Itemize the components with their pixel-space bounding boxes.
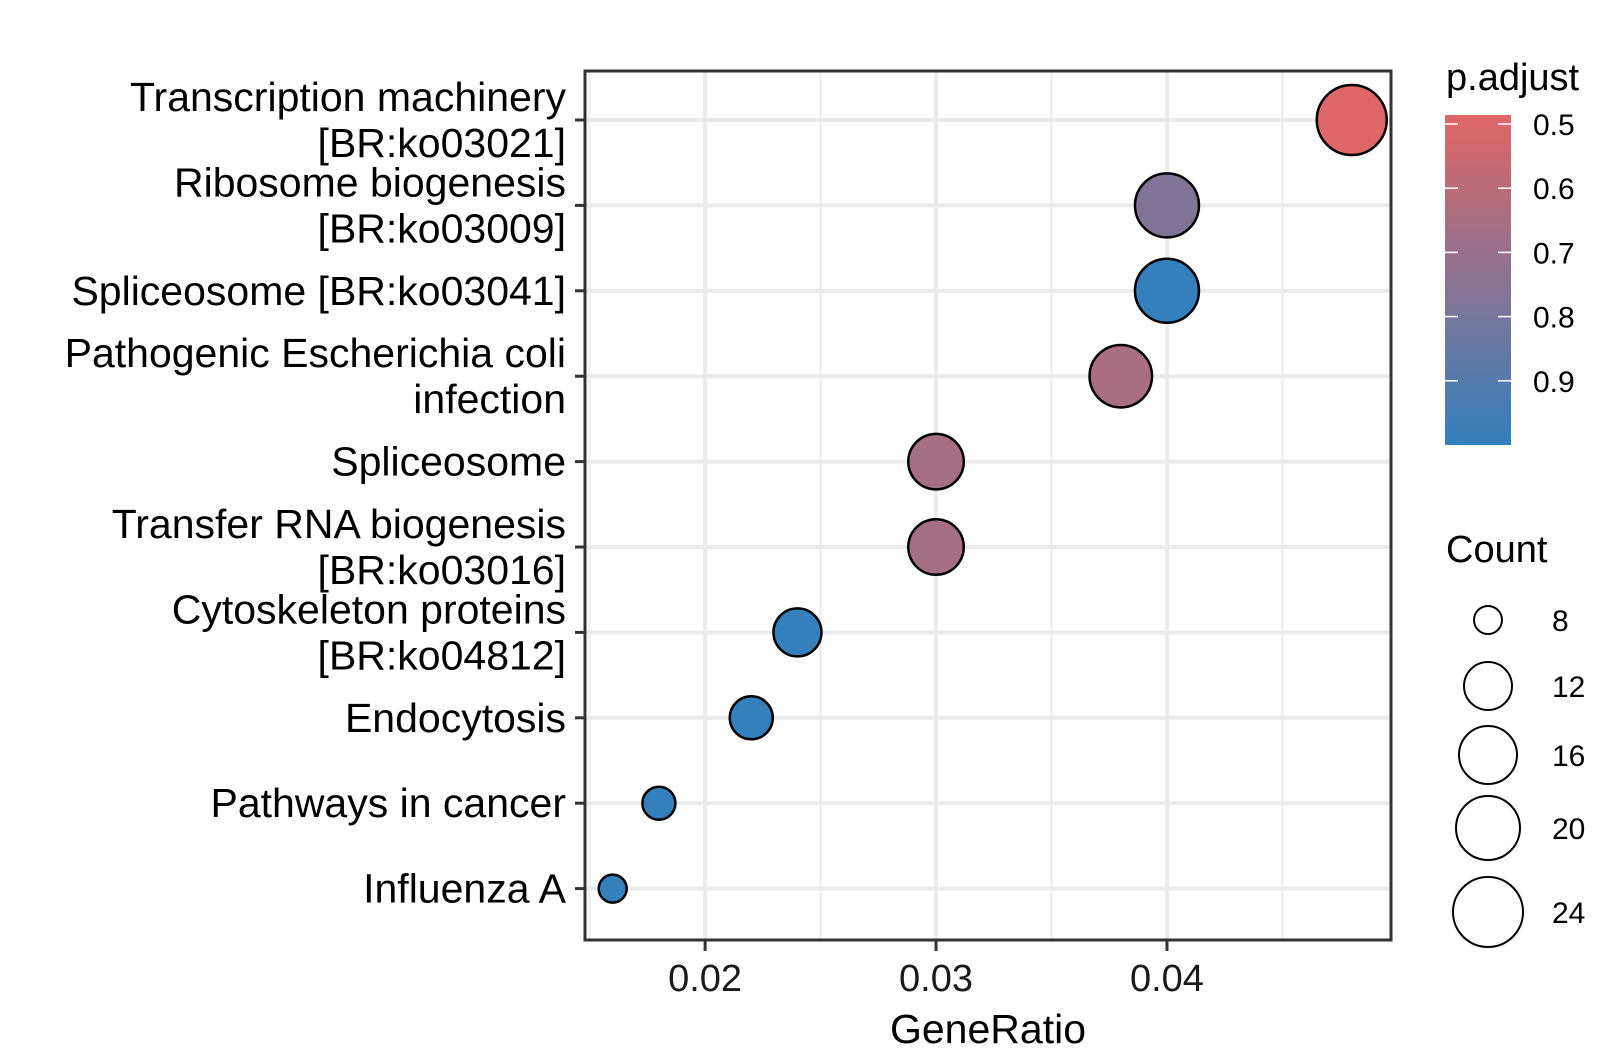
size-key-circle [1458,725,1518,785]
x-axis-title: GeneRatio [890,1006,1086,1052]
y-tick-label: Pathogenic Escherichia coli infection [65,330,566,422]
size-legend-title: Count [1446,529,1548,571]
y-tick-label: Transcription machinery [BR:ko03021] [130,74,566,166]
x-tick-label: 0.03 [899,958,973,1000]
size-key-circle [1463,661,1513,711]
data-point: Influenza A | GeneRatio 0.016 | Count 8 … [597,873,628,904]
size-key-circle [1455,795,1521,861]
colorbar-label: 0.8 [1533,302,1575,335]
data-point: Cytoskeleton proteins [BR:ko04812] | Gen… [772,607,823,658]
x-axis: 0.02 0.03 0.04 [668,940,1204,1000]
data-point: Transfer RNA biogenesis [BR:ko03016] | G… [907,518,966,576]
colorbar-label: 0.5 [1533,109,1575,142]
colorbar-label: 0.7 [1533,237,1575,270]
x-tick-label: 0.04 [1130,958,1204,1000]
data-point: Ribosome biogenesis [BR:ko03009] | GeneR… [1133,172,1201,239]
color-legend: p.adjust 0.5 0.6 0.7 0.8 0.9 [1445,57,1580,445]
data-point: Endocytosis | GeneRatio 0.022 | Count 11… [728,695,775,741]
size-legend: Count 8 12 16 20 24 [1446,529,1585,948]
y-tick-label: Endocytosis [345,695,566,741]
y-tick-label: Pathways in cancer [210,780,566,826]
size-key-label: 16 [1552,740,1585,773]
data-point: Pathogenic Escherichia coli infection | … [1088,343,1154,409]
data-point: Spliceosome [BR:ko03041] | GeneRatio 0.0… [1133,257,1201,325]
y-tick-label: Ribosome biogenesis [BR:ko03009] [174,159,566,251]
size-key-label: 20 [1552,813,1585,846]
size-key-circle [1452,876,1524,948]
plot-panel [585,71,1391,940]
size-key-label: 24 [1552,897,1585,930]
panel-border [583,69,1393,942]
y-tick-label: Cytoskeleton proteins [BR:ko04812] [172,586,566,678]
colorbar-label: 0.6 [1533,173,1575,206]
y-tick-label: Transfer RNA biogenesis [BR:ko03016] [112,501,566,593]
x-tick-label: 0.02 [668,958,742,1000]
data-point: Spliceosome | GeneRatio 0.03 | Count 15 … [907,432,966,491]
size-key-label: 8 [1552,605,1569,638]
data-point: Transcription machinery [BR:ko03021] | G… [1315,83,1388,157]
panel-background [585,71,1391,940]
grid-lines [585,71,1391,940]
y-axis: Transcription machinery [BR:ko03021]Ribos… [65,74,585,912]
panel-frame [583,69,1393,942]
y-tick-label: Spliceosome [331,439,566,485]
color-legend-title: p.adjust [1446,57,1580,99]
colorbar [1445,115,1511,445]
data-points: Transcription machinery [BR:ko03021] | G… [597,83,1388,904]
size-key-label: 12 [1552,671,1585,704]
y-tick-label: Influenza A [363,866,567,912]
y-tick-label: Spliceosome [BR:ko03041] [71,268,566,314]
size-key-circle [1473,605,1503,635]
data-point: Pathways in cancer | GeneRatio 0.018 | C… [641,785,677,821]
colorbar-label: 0.9 [1533,366,1575,399]
